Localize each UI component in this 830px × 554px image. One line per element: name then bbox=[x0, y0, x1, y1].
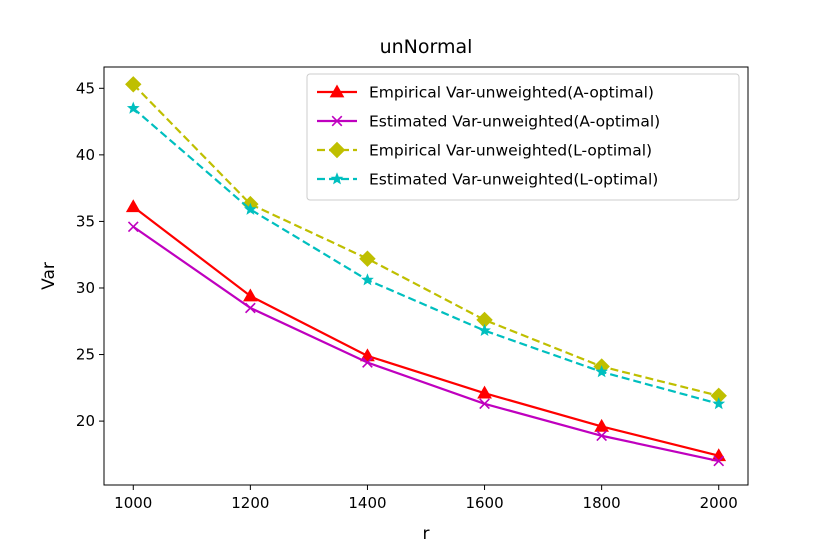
legend-marker bbox=[330, 172, 344, 185]
legend-label: Empirical Var-unweighted(L-optimal) bbox=[369, 142, 652, 160]
x-tick-label: 2000 bbox=[700, 494, 738, 512]
data-point bbox=[359, 250, 376, 267]
y-tick-label: 45 bbox=[76, 79, 95, 97]
legend-label: Empirical Var-unweighted(A-optimal) bbox=[369, 84, 654, 102]
data-point bbox=[479, 398, 490, 410]
legend-label: Estimated Var-unweighted(L-optimal) bbox=[369, 171, 658, 189]
series-line bbox=[132, 83, 719, 397]
legend: Empirical Var-unweighted(A-optimal) Estim… bbox=[306, 73, 740, 201]
x-tick-label: 1400 bbox=[348, 494, 386, 512]
y-axis-label: Var bbox=[39, 262, 59, 290]
x-axis-label: r bbox=[423, 524, 430, 544]
legend-entry: Estimated Var-unweighted(L-optimal) bbox=[317, 171, 658, 189]
data-point bbox=[713, 455, 725, 467]
series-2 bbox=[127, 221, 725, 467]
chart-title: unNormal bbox=[380, 36, 473, 58]
data-point bbox=[478, 323, 491, 337]
series-layer bbox=[125, 76, 727, 467]
data-point bbox=[477, 385, 492, 399]
x-tick-label: 1000 bbox=[114, 494, 152, 512]
data-point bbox=[127, 221, 139, 233]
y-tick-label: 20 bbox=[76, 412, 95, 430]
x-tick-label: 1800 bbox=[583, 494, 621, 512]
series-line bbox=[132, 205, 719, 457]
data-point bbox=[596, 430, 608, 442]
x-tick-label: 1600 bbox=[465, 494, 503, 512]
data-point bbox=[243, 288, 258, 302]
legend-marker bbox=[329, 84, 345, 98]
series-line bbox=[132, 225, 719, 463]
legend-marker bbox=[331, 115, 343, 127]
series-1 bbox=[125, 199, 727, 462]
data-point bbox=[125, 199, 141, 213]
legend-marker bbox=[328, 141, 346, 159]
data-point bbox=[244, 302, 256, 314]
data-point bbox=[125, 76, 142, 93]
y-tick-label: 40 bbox=[76, 146, 95, 164]
data-point bbox=[595, 365, 609, 378]
data-point bbox=[360, 348, 375, 362]
series-line bbox=[132, 107, 720, 405]
axes-layer: 1000 1200 1400 1600 1800 2000 20 25 30 35 40 45 bbox=[76, 79, 738, 512]
data-point bbox=[712, 397, 726, 410]
y-tick-label: 30 bbox=[76, 279, 95, 297]
legend-entry: Empirical Var-unweighted(A-optimal) bbox=[317, 84, 654, 102]
plot-frame bbox=[103, 66, 749, 486]
legend-label: Estimated Var-unweighted(A-optimal) bbox=[369, 113, 660, 131]
data-point bbox=[126, 101, 140, 114]
y-tick-label: 25 bbox=[76, 346, 95, 364]
data-point bbox=[243, 202, 257, 215]
data-point bbox=[361, 273, 374, 286]
legend-entry: Estimated Var-unweighted(A-optimal) bbox=[317, 113, 660, 131]
legend-box bbox=[306, 73, 740, 201]
y-tick-label: 35 bbox=[76, 212, 95, 230]
series-4 bbox=[126, 101, 726, 410]
data-point bbox=[362, 357, 373, 368]
legend-entry: Empirical Var-unweighted(L-optimal) bbox=[317, 142, 652, 160]
data-point bbox=[594, 418, 609, 432]
x-tick-label: 1200 bbox=[231, 494, 269, 512]
